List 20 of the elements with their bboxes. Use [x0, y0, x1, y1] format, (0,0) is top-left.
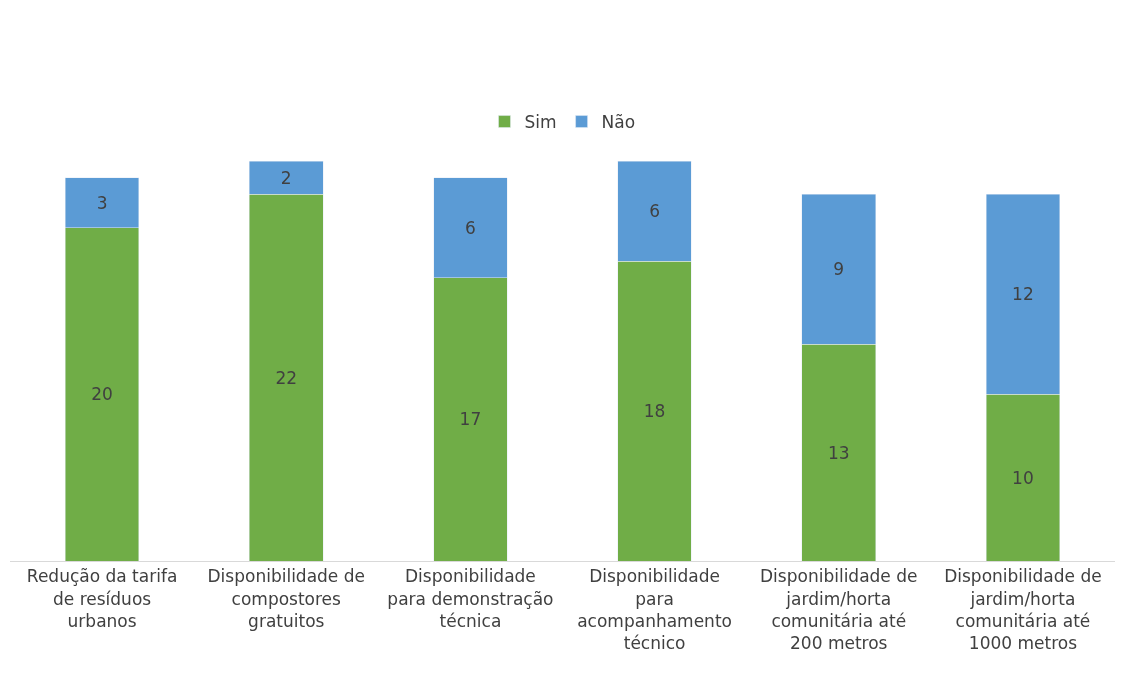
legend-label: Sim	[524, 112, 557, 133]
data-label: 10	[1012, 467, 1034, 488]
x-tick-label: Disponibilidade de jardim/horta comunitária até 200 metros	[760, 566, 918, 653]
data-label: 18	[643, 401, 666, 422]
data-label: 9	[833, 259, 845, 280]
data-label: 17	[459, 409, 482, 430]
x-tick-label: Disponibilidade de jardim/horta comunitária até 1000 metros	[944, 566, 1102, 653]
data-label: 2	[280, 167, 292, 188]
data-label: 12	[1012, 284, 1034, 305]
legend-label: Não	[601, 112, 636, 133]
data-label: 6	[465, 217, 476, 238]
data-label: 22	[275, 367, 298, 388]
data-label: 20	[91, 384, 113, 405]
x-tick-label: Disponibilidade para demonstração técnica	[387, 566, 554, 631]
x-tick-label: Disponibilidade para acompanhamento técnico	[577, 566, 732, 653]
data-label: 13	[827, 442, 850, 463]
x-tick-label: Disponibilidade de compostores gratuitos	[207, 566, 365, 631]
data-label: 6	[649, 201, 660, 222]
data-label: 3	[96, 192, 108, 213]
x-tick-label: Redução da tarifa de resíduos urbanos	[26, 566, 178, 631]
